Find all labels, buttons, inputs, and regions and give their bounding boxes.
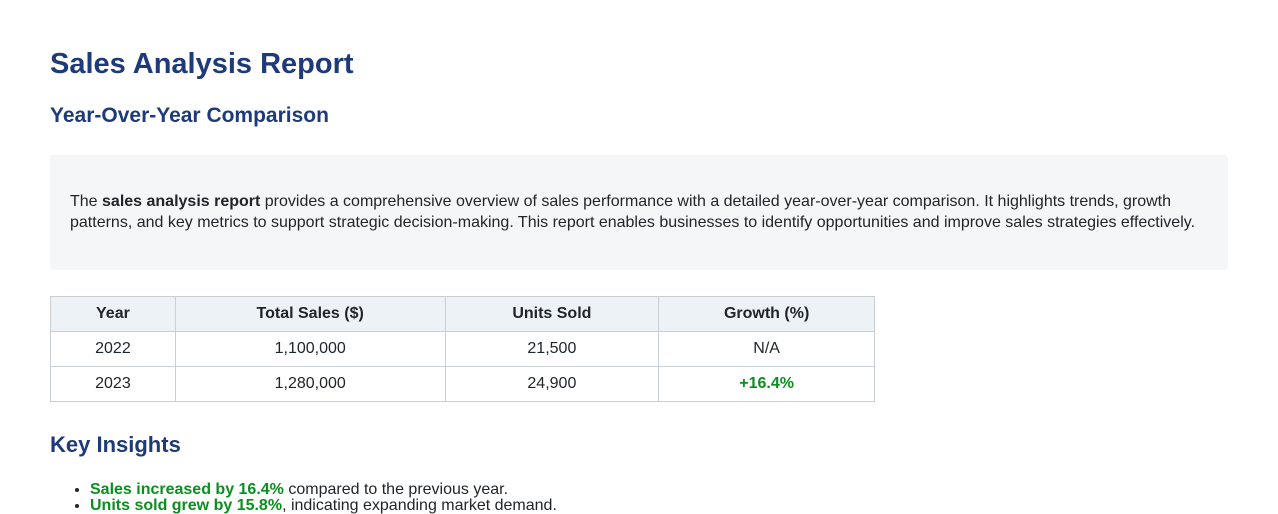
insight-rest: compared to the previous year. [283,481,509,499]
col-header-growth: Growth (%) [658,295,875,332]
sales-comparison-table: Year Total Sales ($) Units Sold Growth (… [50,295,875,402]
intro-panel: The sales analysis report provides a com… [50,154,1228,270]
insights-list: Sales increased by 16.4% compared to the… [50,482,1228,514]
cell-total-sales: 1,280,000 [174,365,446,402]
cell-total-sales: 1,100,000 [174,330,446,367]
cell-units-sold: 21,500 [444,330,660,367]
intro-text-before: The [70,192,103,210]
insight-highlight: Units sold grew by 15.8% [90,497,283,514]
table-header-row: Year Total Sales ($) Units Sold Growth (… [50,295,875,332]
cell-year: 2023 [50,365,176,402]
col-header-year: Year [50,295,176,332]
table-row: 2022 1,100,000 21,500 N/A [50,330,875,367]
insight-rest: , indicating expanding market demand. [282,497,557,514]
section-title-key-insights: Key Insights [50,431,181,457]
cell-growth: N/A [658,330,875,367]
list-item: Units sold grew by 15.8%, indicating exp… [90,498,1228,514]
table-row: 2023 1,280,000 24,900 +16.4% [50,365,875,402]
cell-growth: +16.4% [658,365,875,402]
list-item: Sales increased by 16.4% compared to the… [90,482,1228,498]
col-header-total-sales: Total Sales ($) [174,295,446,332]
section-title-comparison: Year-Over-Year Comparison [50,104,329,128]
cell-units-sold: 24,900 [444,365,660,402]
cell-year: 2022 [50,330,176,367]
intro-paragraph: The sales analysis report provides a com… [70,191,1208,234]
insight-highlight: Sales increased by 16.4% [90,481,284,499]
intro-text-bold: sales analysis report [102,192,261,210]
intro-text-after: provides a comprehensive overview of sal… [70,192,1196,232]
page-title: Sales Analysis Report [50,48,354,80]
col-header-units-sold: Units Sold [444,295,660,332]
